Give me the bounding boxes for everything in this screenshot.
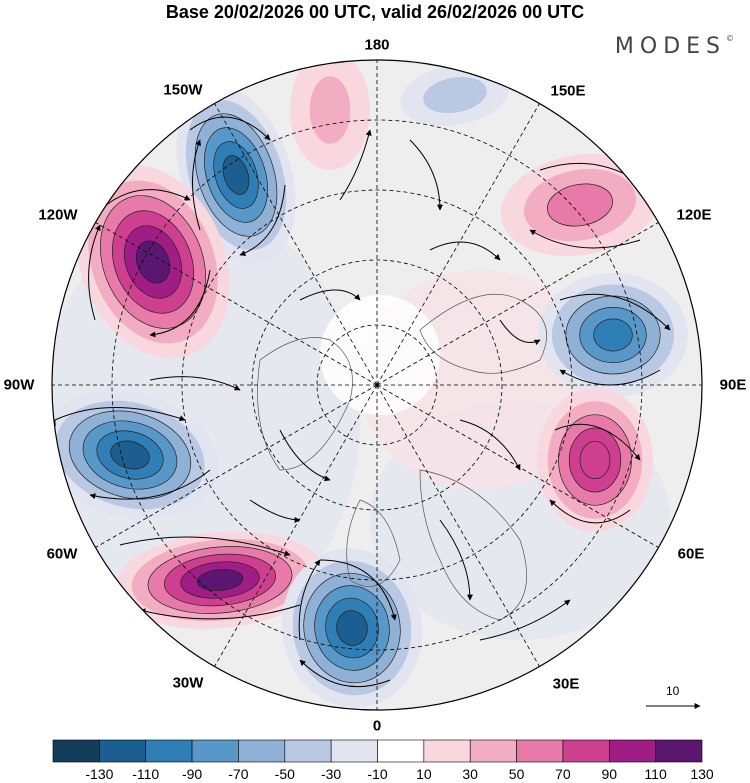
colorbar-tick: -90 <box>181 766 203 782</box>
anomaly-contour <box>135 240 171 284</box>
flow-arrow <box>554 423 641 461</box>
colorbar-swatch <box>423 739 471 763</box>
colorbar-swatch <box>191 739 239 763</box>
map-boundary <box>51 59 703 711</box>
colorbar-tick: -10 <box>367 766 388 782</box>
flow-arrow <box>139 604 301 620</box>
flow-arrow <box>559 369 661 386</box>
flow-arrow <box>192 139 201 231</box>
lon-label-180: 180 <box>364 36 390 54</box>
colorbar-tick: -30 <box>320 766 342 782</box>
lon-label-30w: 30W <box>172 674 204 692</box>
anomaly-contour <box>423 76 487 114</box>
colorbar-tick: -70 <box>228 766 249 782</box>
anomaly-contour <box>336 610 368 646</box>
colorbar-swatch <box>516 739 564 763</box>
flow-arrow <box>319 559 397 621</box>
colorbar-swatch <box>562 739 610 763</box>
flow-arrow <box>559 293 671 331</box>
colorbar-tick: -110 <box>132 766 160 782</box>
anomaly-pos-175w <box>295 60 365 168</box>
flow-arrow <box>529 229 641 249</box>
anomaly-pos-120w <box>76 165 230 359</box>
flow-arrow <box>99 189 191 211</box>
lon-label-30e: 30E <box>552 675 580 693</box>
colorbar-tick: -50 <box>274 766 295 782</box>
colorbar-swatch <box>469 739 517 763</box>
flow-arrow <box>479 599 571 641</box>
anomaly-contour <box>579 440 611 480</box>
lon-label-60w: 60W <box>46 545 78 563</box>
colorbar-swatch <box>330 739 378 763</box>
colorbar-tick: 10 <box>416 766 432 782</box>
reference-vector-label: 10 <box>666 684 680 698</box>
flow-arrow <box>119 536 291 557</box>
flow-arrow <box>249 499 301 523</box>
colorbar-swatch <box>655 739 703 763</box>
lon-label-150e: 150E <box>550 82 586 100</box>
flow-arrow <box>339 129 372 201</box>
flow-arrow <box>499 319 541 346</box>
colorbar-tick: 30 <box>462 766 478 782</box>
anomaly-pos-120e <box>500 153 660 257</box>
colorbar-swatch <box>238 739 286 763</box>
flow-arrow <box>239 184 286 256</box>
anomaly-neg-15w <box>281 548 423 708</box>
wind-flow-arrows <box>52 116 671 688</box>
flow-arrow <box>279 429 331 482</box>
flow-arrow <box>549 499 631 524</box>
anomaly-neg-100e <box>538 273 688 397</box>
colorbar-swatch <box>145 739 193 763</box>
modes-logo: MODES© <box>614 34 734 59</box>
colorbar-swatch <box>52 739 100 763</box>
lon-label-120e: 120E <box>676 206 712 224</box>
flow-arrow <box>459 419 521 471</box>
colorbar-swatch <box>608 739 656 763</box>
anomaly-neg-150w <box>176 85 296 265</box>
lon-label-60e: 60E <box>677 545 705 563</box>
flow-arrow <box>54 407 186 422</box>
latitude-circles <box>111 119 643 651</box>
anomaly-contour <box>593 318 633 352</box>
flow-arrow <box>298 559 321 641</box>
anomaly-contour <box>110 440 150 470</box>
flow-arrow <box>439 519 473 601</box>
anomaly-neg-165e <box>400 63 510 127</box>
anomaly-pos-45w <box>115 531 325 629</box>
flow-arrow <box>149 269 211 338</box>
lon-label-120w: 120W <box>38 206 78 224</box>
anomaly-contour <box>222 155 250 195</box>
colorbar-tick: 110 <box>644 766 667 782</box>
colorbar-swatch <box>284 739 332 763</box>
colorbar-tick: 130 <box>690 766 714 782</box>
colorbar-tick: -130 <box>85 766 114 782</box>
colorbar-swatch <box>377 739 425 763</box>
flow-arrow <box>89 469 211 500</box>
colorbar-tick: 70 <box>555 766 571 782</box>
anomaly-contour <box>547 183 613 227</box>
colorbar-swatch <box>99 739 147 763</box>
lon-label-0: 0 <box>372 717 382 735</box>
flow-arrow <box>189 116 271 141</box>
flow-arrow <box>299 659 391 688</box>
map-title: Base 20/02/2026 00 UTC, valid 26/02/2026… <box>165 2 585 22</box>
anomaly-pos-75e <box>537 388 653 532</box>
lon-label-90e: 90E <box>719 376 747 394</box>
flow-arrow <box>88 224 101 321</box>
flow-arrow <box>299 289 361 301</box>
colorbar-tick: 50 <box>508 766 525 782</box>
flow-arrow <box>409 139 443 211</box>
colorbar-tick: 90 <box>601 766 618 782</box>
flow-arrow <box>429 241 501 261</box>
flow-arrow <box>149 376 241 391</box>
anomaly-contour <box>309 76 351 144</box>
anomaly-contour <box>196 568 244 592</box>
lon-label-90w: 90W <box>3 376 35 394</box>
lon-label-150w: 150W <box>163 81 203 99</box>
anomaly-neg-75w <box>52 390 219 520</box>
